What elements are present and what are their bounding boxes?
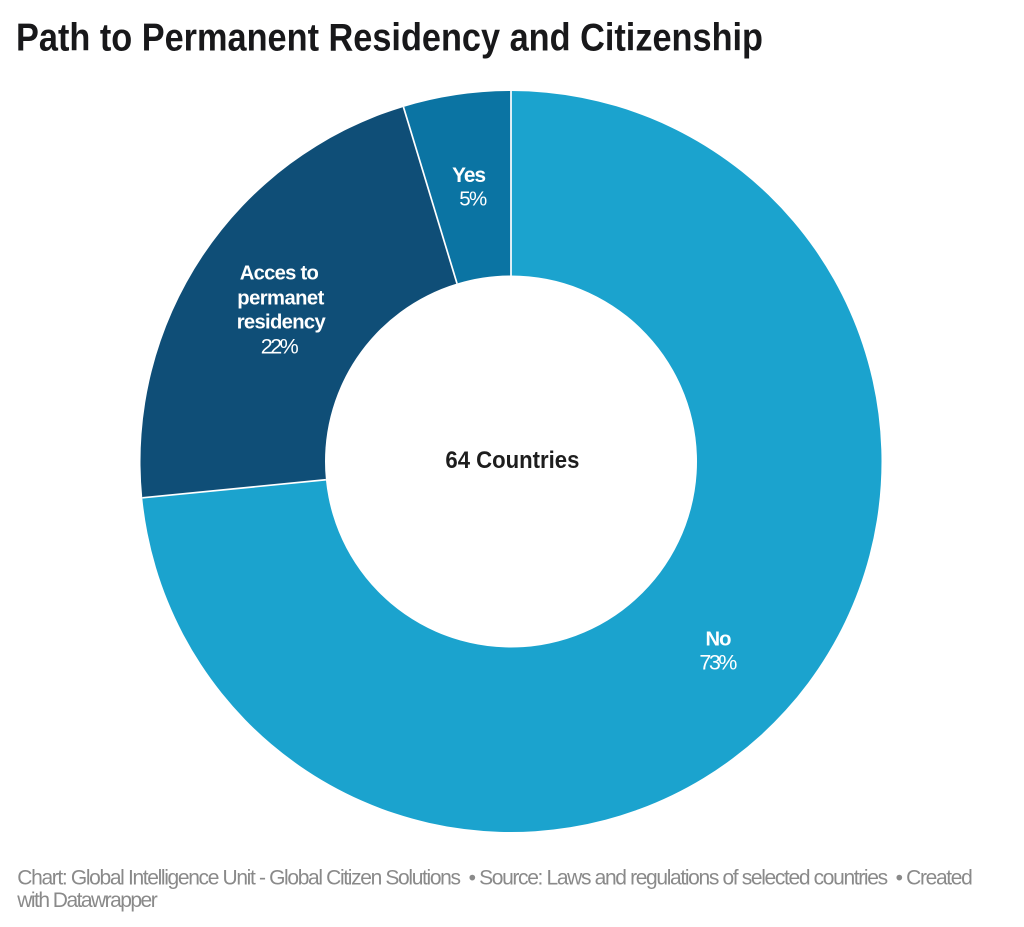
svg-text:5%: 5% (459, 187, 487, 210)
svg-text:residency: residency (237, 312, 327, 334)
svg-text:Chart: Global Intelligence Uni: Chart: Global Intelligence Unit - Global… (17, 867, 972, 890)
svg-text:Path to Permanent Residency an: Path to Permanent Residency and Citizens… (16, 17, 763, 60)
svg-text:73%: 73% (699, 651, 737, 675)
svg-text:No: No (706, 629, 732, 651)
svg-text:Yes: Yes (452, 164, 486, 187)
svg-text:64 Countries: 64 Countries (445, 447, 579, 474)
svg-text:22%: 22% (261, 334, 299, 358)
svg-text:permanet: permanet (237, 288, 324, 310)
svg-text:Acces to: Acces to (240, 263, 319, 285)
svg-text:with Datawrapper: with Datawrapper (16, 889, 157, 912)
